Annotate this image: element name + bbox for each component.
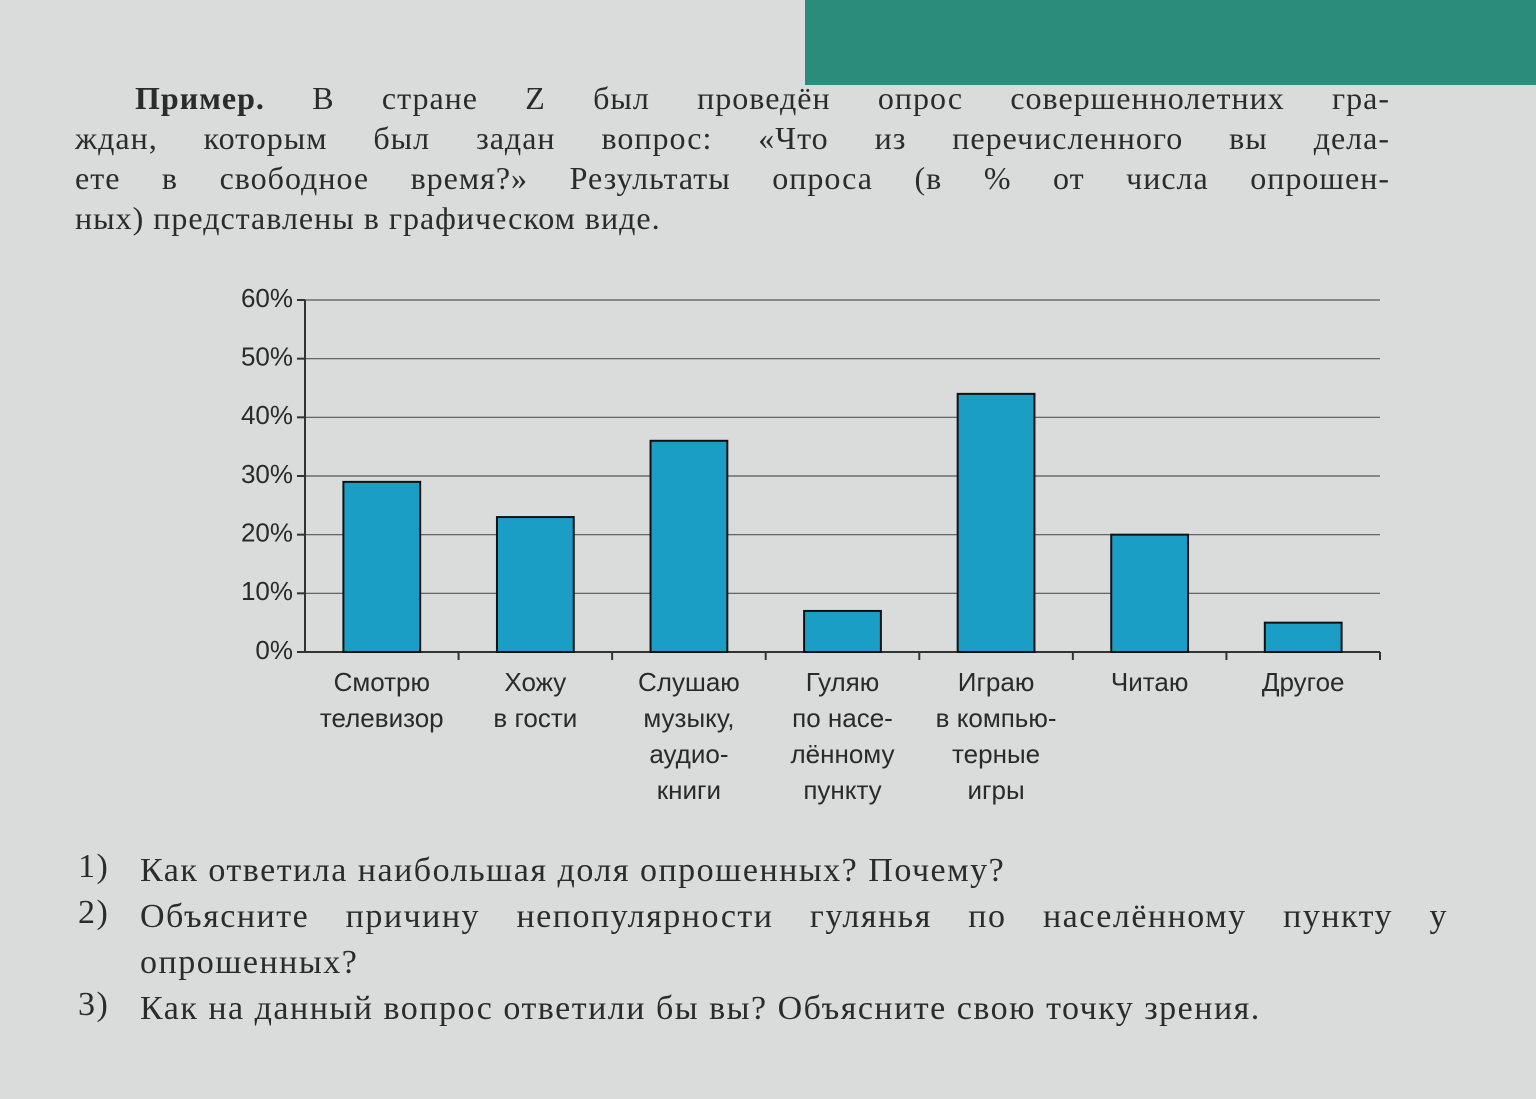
x-tick-label: Слушаю xyxy=(638,667,740,697)
x-tick-label: Другое xyxy=(1262,667,1345,697)
question-text: Объясните причину непопулярности гулянья… xyxy=(140,898,1448,981)
bar xyxy=(495,516,575,653)
x-tick-label: Играю xyxy=(958,667,1035,697)
x-tick-label: в компью- xyxy=(936,703,1057,733)
paragraph-line: ных) представлены в графическом виде. xyxy=(75,200,661,236)
y-tick-label: 30% xyxy=(241,459,293,489)
y-tick-label: 0% xyxy=(255,635,293,665)
x-tick-label: Хожу xyxy=(504,667,566,697)
question-text: Как ответила наибольшая доля опрошенных?… xyxy=(140,852,1006,889)
x-tick-label: по насе- xyxy=(792,703,893,733)
x-tick-label: игры xyxy=(967,775,1024,805)
background-block xyxy=(805,0,1536,85)
bar xyxy=(803,609,882,654)
question-number: 3) xyxy=(78,986,110,1023)
chart: 0% 10% 20% 30% 40% 50% 60% Смотрю телевизор Хожу в… xyxy=(241,283,1381,805)
paragraph-line: ждан, которым был задан вопрос: «Что из … xyxy=(75,120,1390,156)
x-tick-label: Смотрю xyxy=(334,667,430,697)
paragraph-lead: Пример. xyxy=(135,80,265,116)
x-tick-label: пункту xyxy=(803,775,881,805)
paragraph-line: Пример. В стране Z был проведён опрос со… xyxy=(75,80,1390,117)
x-tick-label: аудио- xyxy=(649,739,728,769)
y-tick-label: 50% xyxy=(241,342,293,372)
y-tick-label: 10% xyxy=(241,576,293,606)
x-tick-label: телевизор xyxy=(320,703,444,733)
bar xyxy=(649,439,729,653)
question: 3) Как на данный вопрос ответили бы вы? О… xyxy=(78,986,1448,1032)
x-tick-label: терные xyxy=(952,739,1040,769)
x-tick-label: книги xyxy=(657,775,721,805)
paragraph-text: В стране Z был проведён опрос совершенно… xyxy=(312,80,1390,116)
y-tick-label: 60% xyxy=(241,283,293,313)
bar xyxy=(1110,533,1190,654)
bar xyxy=(342,480,422,653)
bar xyxy=(1263,621,1343,654)
question: 1) Как ответила наибольшая доля опрошенны… xyxy=(78,848,1448,894)
paragraph-line: ете в свободное время?» Результаты опрос… xyxy=(75,160,1390,196)
x-tick-label: музыку, xyxy=(643,703,734,733)
question: 2) Объясните причину непопулярности гулян… xyxy=(78,894,1448,986)
x-tick-label: Читаю xyxy=(1111,667,1188,697)
y-tick-label: 20% xyxy=(241,518,293,548)
bar xyxy=(956,392,1036,653)
question-text: Как на данный вопрос ответили бы вы? Объ… xyxy=(140,990,1261,1027)
question-number: 1) xyxy=(78,848,110,885)
x-tick-label: в гости xyxy=(493,703,577,733)
x-tick-label: лённому xyxy=(791,739,895,769)
y-tick-label: 40% xyxy=(241,400,293,430)
x-tick-label: Гуляю xyxy=(806,667,880,697)
question-number: 2) xyxy=(78,894,110,931)
